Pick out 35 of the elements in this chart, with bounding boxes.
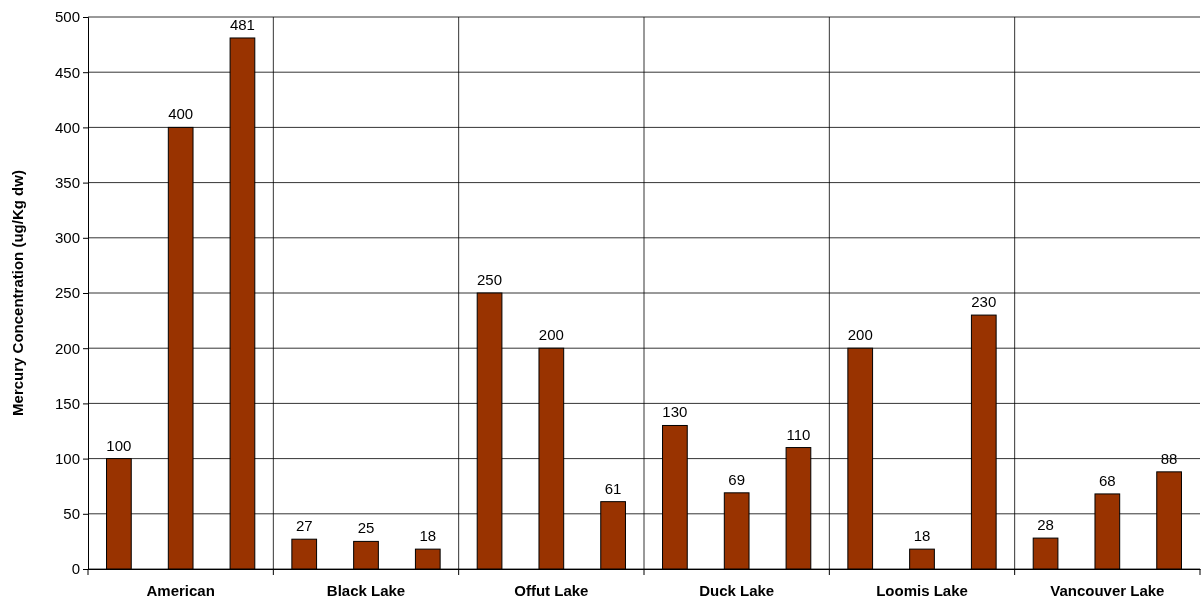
data-label: 250 (477, 271, 503, 288)
data-label: 481 (229, 15, 255, 33)
x-tick-label: Offut Lake (514, 581, 589, 599)
data-label: 400 (168, 105, 194, 123)
data-label: 25 (357, 519, 375, 537)
data-label: 200 (538, 326, 564, 344)
y-axis-title: Mercury Concentration (ug/Kg dw) (9, 170, 26, 416)
x-tick-label: Vancouver Lake (1050, 581, 1165, 599)
y-tick-label: 500 (54, 8, 80, 26)
data-label: 18 (419, 527, 437, 545)
y-tick-label: 50 (63, 505, 80, 523)
x-tick-label: Duck Lake (699, 581, 775, 599)
data-label: 18 (913, 527, 931, 545)
y-tick-label: 300 (54, 229, 80, 247)
y-tick-label: 200 (54, 339, 80, 357)
data-label: 27 (295, 517, 313, 535)
x-tick-label: Black Lake (326, 581, 406, 599)
y-tick-label: 100 (54, 449, 80, 467)
data-label: 100 (106, 436, 132, 454)
data-label: 61 (604, 479, 622, 497)
data-label: 130 (662, 403, 688, 421)
y-tick-label: 150 (54, 394, 80, 412)
data-label: 28 (1037, 516, 1054, 534)
y-tick-label: 350 (54, 173, 80, 191)
y-tick-label: 450 (54, 63, 80, 81)
data-label: 68 (1098, 471, 1116, 489)
data-label: 200 (847, 326, 873, 344)
x-tick-label: American (146, 581, 215, 599)
y-tick-label: 250 (54, 284, 80, 302)
data-label: 69 (728, 470, 746, 488)
y-tick-label: 0 (71, 560, 80, 578)
x-tick-label: Loomis Lake (876, 581, 968, 599)
y-tick-label: 400 (54, 118, 80, 136)
data-label: 230 (971, 293, 997, 311)
data-label: 110 (786, 425, 811, 443)
